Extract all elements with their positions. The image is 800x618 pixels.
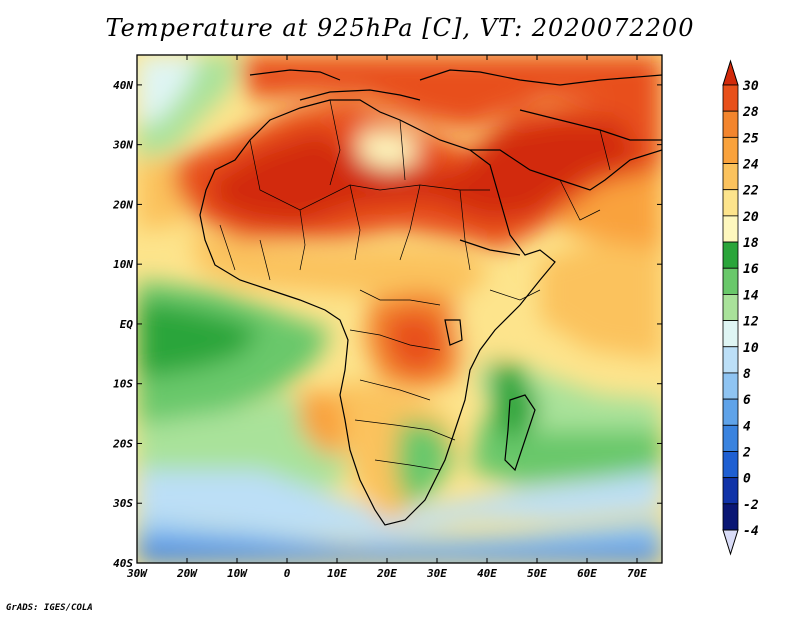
colorbar-level-label: 24 [742,158,759,173]
colorbar-level-label: 2 [742,445,751,460]
lon-tick-label: 0 [284,567,291,580]
colorbar-level-label: 28 [742,105,759,120]
lon-tick-label: 10W [227,567,248,580]
lat-tick-label: EQ [120,318,134,331]
colorbar-swatch [722,189,739,217]
colorbar-swatch [722,136,739,164]
colorbar-swatch [722,320,739,348]
colorbar-level-label: 0 [743,472,751,487]
lon-tick-label: 60E [577,567,597,580]
colorbar-swatch [722,503,739,531]
colorbar-level-label: 14 [743,288,759,303]
lat-tick-label: 30N [112,139,133,152]
lat-tick-label: 20S [112,437,133,450]
lon-tick-label: 10E [327,567,347,580]
colorbar-level-label: 25 [742,131,759,146]
colorbar-level-label: 10 [743,341,759,356]
colorbar-swatch [722,110,739,138]
colorbar-level-label: 12 [743,315,759,330]
lat-tick-label: 40S [113,557,133,570]
lon-tick-label: 30E [426,567,447,580]
colorbar-swatch [722,451,739,479]
colorbar-swatch [722,84,739,112]
colorbar-level-label: 4 [743,419,751,434]
lon-tick-label: 30W [126,567,148,580]
colorbar-swatch [722,398,739,426]
colorbar-swatch [722,267,739,295]
temperature-field [137,55,662,563]
colorbar-level-label: 8 [743,367,751,382]
colorbar-swatch [722,215,739,243]
colorbar-bottom-arrow [722,529,739,556]
lon-tick-label: 40E [477,567,497,580]
colorbar-swatch [722,294,739,321]
lat-tick-label: 40N [113,79,133,92]
country-borders [219,99,611,471]
map-title: Temperature at 925hPa [C], VT: 202007220… [105,14,695,42]
lat-tick-label: 30S [112,497,133,510]
colorbar-level-label: 6 [743,393,751,408]
lon-tick-label: 20E [376,567,397,580]
colorbar-swatch [722,477,739,505]
lon-tick-label: 70E [627,567,647,580]
colorbar-level-label: -2 [743,498,759,513]
lon-tick-label: 50E [527,567,547,580]
colorbar-level-label: 30 [742,79,759,94]
colorbar-level-label: 18 [743,236,759,251]
grads-credit: GrADS: IGES/COLA [6,603,93,613]
plot-frame [136,54,663,564]
lon-tick-label: 20W [176,567,198,580]
colorbar-level-label: -4 [743,524,759,539]
longitude-axis: 30W 20W 10W 0 10E 20E 30E 40E 50E 60E 70E [126,55,647,580]
colorbar-swatch [722,424,739,452]
lat-tick-label: 20N [112,198,133,211]
colorbar-swatch [722,241,739,269]
colorbar-swatch [722,372,739,400]
colorbar-swatch [722,163,739,191]
colorbar-level-label: 22 [742,184,759,199]
latitude-axis: 40N 30N 20N 10N EQ 10S 20S 30S 40S [112,79,662,570]
colorbar-level-label: 16 [743,262,759,277]
colorbar-swatch [722,346,739,374]
colorbar-level-label: 20 [742,210,759,225]
lat-tick-label: 10S [113,378,133,391]
lat-tick-label: 10N [113,258,133,271]
colorbar-top-arrow [722,59,739,86]
coastlines [199,69,662,526]
